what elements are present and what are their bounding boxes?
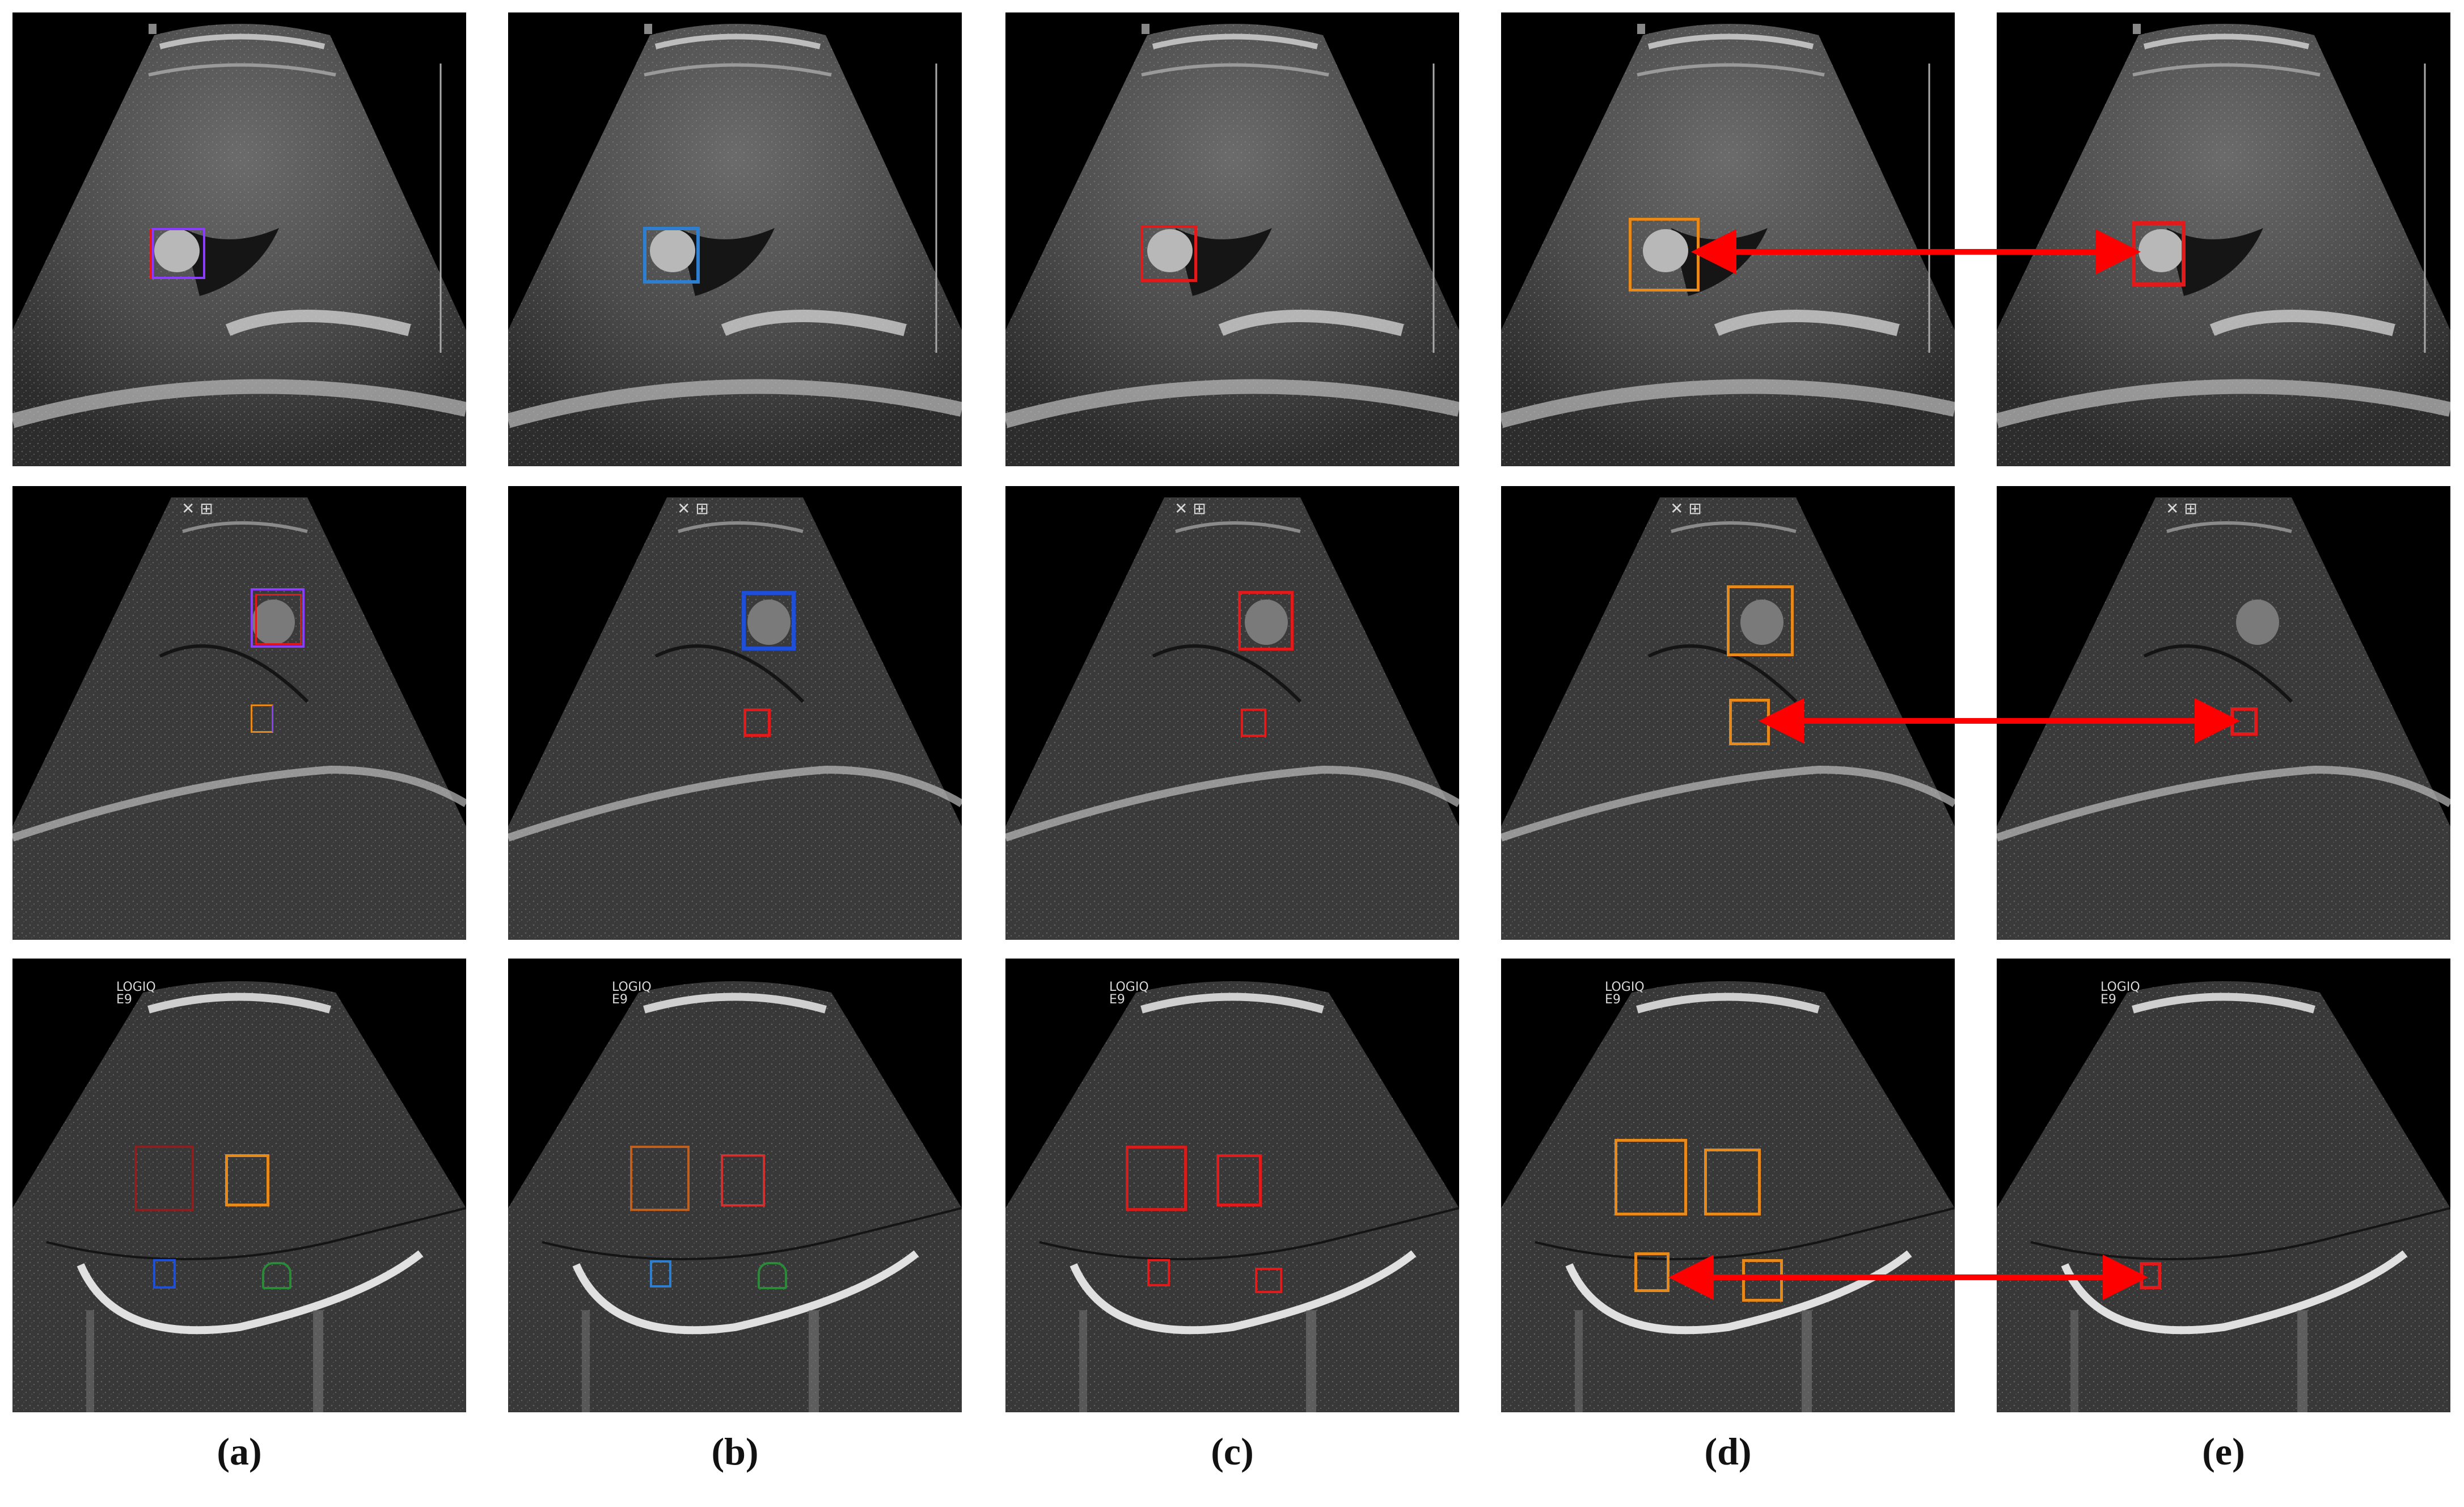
bbox-orange <box>1615 1139 1687 1215</box>
probe-label-row2-a: ✕ ⊞ <box>181 499 213 518</box>
bbox-red <box>1140 225 1197 282</box>
ultrasound-panel-row3-a <box>12 959 466 1412</box>
logo-label-row3-a: LOGIQ E9 <box>116 980 156 1007</box>
bbox-purple <box>251 588 305 648</box>
ultrasound-panel-row1-e <box>1997 12 2450 466</box>
bbox-blue <box>643 227 700 284</box>
logo-label-row3-e: LOGIQ E9 <box>2100 980 2140 1007</box>
probe-label-row2-d: ✕ ⊞ <box>1670 499 1702 518</box>
caption-a: (a) <box>217 1430 262 1473</box>
bbox-red <box>1216 1154 1262 1206</box>
bbox-orange <box>1704 1149 1761 1215</box>
ultrasound-panel-row2-d <box>1501 486 1955 940</box>
probe-label-row2-e: ✕ ⊞ <box>2166 499 2197 518</box>
bbox-orange-small <box>1634 1252 1670 1292</box>
ultrasound-panel-row2-b <box>508 486 962 940</box>
bbox-red <box>2132 221 2186 286</box>
bbox-orange <box>1727 585 1794 656</box>
ultrasound-panel-row1-c <box>1005 12 1459 466</box>
bbox-red <box>1126 1146 1187 1211</box>
bbox-orange-small <box>1742 1259 1783 1302</box>
bbox-green <box>262 1262 291 1289</box>
ultrasound-panel-row1-b <box>508 12 962 466</box>
bbox-red <box>743 708 771 737</box>
caption-d: (d) <box>1704 1430 1752 1473</box>
logo-label-row3-b: LOGIQ E9 <box>612 980 652 1007</box>
bbox-orange <box>630 1146 690 1211</box>
bbox-small <box>251 704 273 733</box>
bbox-red <box>1238 591 1294 651</box>
ultrasound-panel-row1-a <box>12 12 466 466</box>
bbox-red-small <box>1147 1259 1170 1286</box>
bbox-red <box>2140 1262 2161 1289</box>
probe-label-row2-b: ✕ ⊞ <box>677 499 709 518</box>
bbox-orange <box>225 1154 269 1206</box>
bbox-red <box>2230 707 2258 736</box>
bbox-blue <box>153 1259 176 1289</box>
ultrasound-panel-row2-a <box>12 486 466 940</box>
bbox-blue <box>650 1260 671 1288</box>
bbox-red-edge <box>150 229 167 279</box>
caption-e: (e) <box>2202 1430 2245 1473</box>
bbox-orange-small <box>1729 699 1770 745</box>
ultrasound-panel-row3-c <box>1005 959 1459 1412</box>
bbox-green <box>758 1262 787 1289</box>
caption-b: (b) <box>711 1430 759 1473</box>
bbox-red <box>721 1154 765 1206</box>
ultrasound-panel-row2-e <box>1997 486 2450 940</box>
caption-c: (c) <box>1211 1430 1254 1473</box>
bbox-red-small <box>1255 1268 1282 1293</box>
ultrasound-panel-row3-e <box>1997 959 2450 1412</box>
logo-label-row3-d: LOGIQ E9 <box>1605 980 1645 1007</box>
bbox-red <box>255 594 302 645</box>
bbox-purple <box>151 228 205 279</box>
bbox-red-small <box>1241 708 1266 737</box>
ultrasound-panel-row3-b <box>508 959 962 1412</box>
logo-label-row3-c: LOGIQ E9 <box>1109 980 1149 1007</box>
probe-label-row2-c: ✕ ⊞ <box>1174 499 1206 518</box>
bbox-orange <box>1629 218 1700 292</box>
ultrasound-panel-row2-c <box>1005 486 1459 940</box>
bbox-blue <box>742 591 796 651</box>
ultrasound-panel-row1-d <box>1501 12 1955 466</box>
bbox-darkred <box>134 1146 194 1211</box>
ultrasound-panel-row3-d <box>1501 959 1955 1412</box>
